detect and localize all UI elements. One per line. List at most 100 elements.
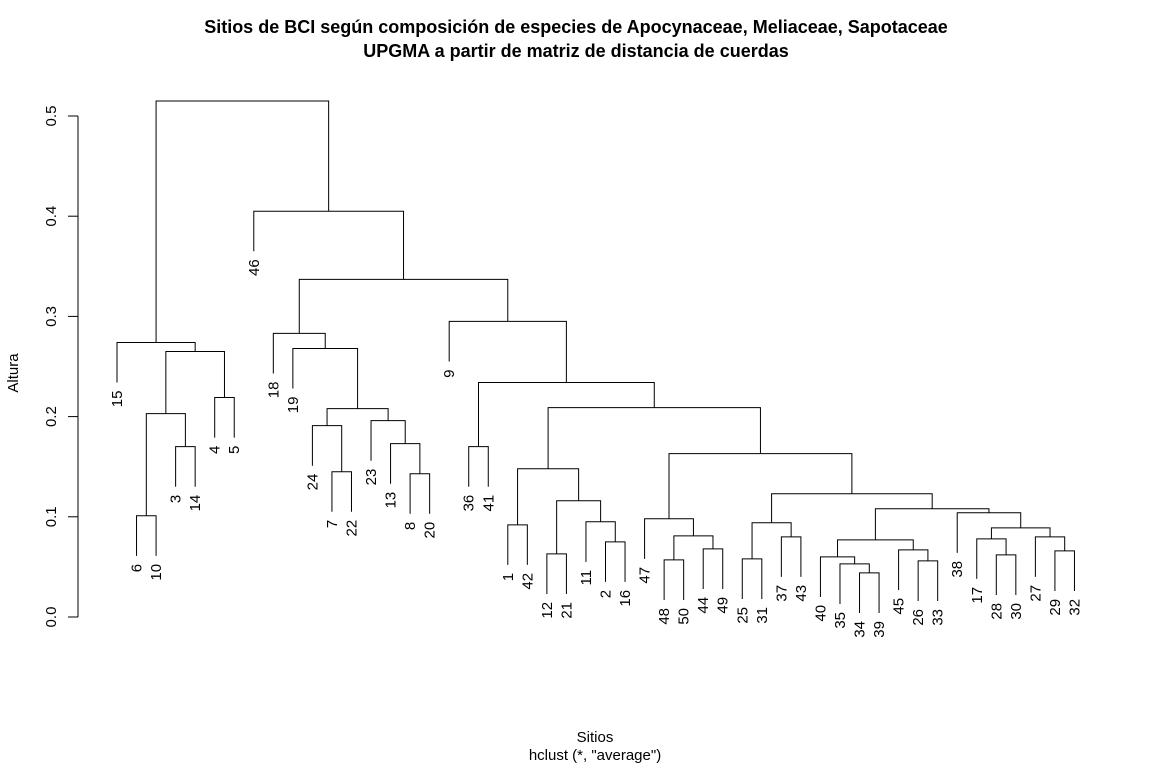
- leaf-label: 44: [695, 597, 712, 614]
- y-tick-label: 0.3: [43, 306, 60, 327]
- dendrogram-merge: [331, 471, 352, 512]
- leaf-label: 17: [969, 587, 986, 604]
- dendrogram-merge: [917, 560, 939, 601]
- leaf-label: 48: [656, 608, 673, 625]
- leaf-label: 36: [461, 495, 478, 512]
- dendrogram-merge: [874, 508, 990, 540]
- leaf-label: 1: [500, 573, 517, 581]
- chart-subtitle: UPGMA a partir de matriz de distancia de…: [363, 41, 789, 61]
- dendrogram-merge: [668, 453, 853, 519]
- leaf-label: 6: [129, 564, 146, 572]
- dendrogram-merge: [1054, 550, 1075, 591]
- dendrogram-merge: [409, 473, 431, 514]
- leaf-label: 46: [246, 259, 263, 276]
- leaf-label: 16: [617, 590, 634, 607]
- leaf-label: 29: [1047, 599, 1064, 616]
- x-axis-sublabel: hclust (*, "average"): [528, 747, 662, 764]
- dendrogram-merge: [326, 408, 389, 426]
- leaf-label: 2: [598, 590, 615, 598]
- dendrogram-merge: [741, 558, 763, 599]
- leaf-label: 47: [637, 567, 654, 584]
- y-tick-label: 0.4: [43, 206, 60, 227]
- leaf-label: 24: [304, 474, 321, 491]
- dendrogram-merge: [859, 572, 880, 613]
- leaf-label: 14: [187, 495, 204, 512]
- y-tick-label: 0.0: [43, 607, 60, 628]
- dendrogram-merge: [819, 556, 856, 597]
- leaf-label: 15: [109, 391, 126, 408]
- leaf-label: 21: [558, 602, 575, 619]
- leaf-label: 43: [793, 585, 810, 602]
- leaf-label: 18: [265, 382, 282, 399]
- leaf-label: 32: [1066, 599, 1083, 616]
- leaf-label: 9: [441, 369, 458, 377]
- leaf-label: 19: [285, 397, 302, 414]
- dendrogram-merge: [136, 515, 157, 556]
- dendrogram-merge: [995, 554, 1017, 595]
- y-tick-label: 0.1: [43, 506, 60, 527]
- leaf-label: 11: [578, 570, 595, 586]
- dendrogram-merge: [175, 446, 196, 487]
- dendrogram-merge: [898, 549, 929, 590]
- leaf-label: 20: [422, 522, 439, 539]
- leaf-label: 10: [148, 564, 165, 581]
- leaf-label: 45: [891, 598, 908, 615]
- dendrogram-merge: [155, 100, 330, 343]
- y-axis: 0.0 0.1 0.2 0.3 0.4 0.5: [43, 106, 79, 628]
- leaf-label: 13: [383, 492, 400, 509]
- dendrogram-merge: [976, 538, 1007, 579]
- leaf-label: 35: [832, 612, 849, 629]
- leaf-label: 5: [226, 446, 243, 454]
- dendrogram-merge: [517, 468, 580, 525]
- dendrogram-merge: [1034, 536, 1066, 577]
- leaf-label: 42: [519, 573, 536, 590]
- leaf-label: 41: [480, 495, 497, 512]
- dendrogram-merge: [165, 350, 225, 414]
- y-tick-label: 0.5: [43, 106, 60, 127]
- leaf-label: 4: [207, 446, 224, 454]
- dendrogram-merge: [448, 320, 567, 383]
- leaf-label: 25: [734, 607, 751, 624]
- dendrogram-merge: [311, 425, 343, 472]
- dendrogram-merge: [956, 512, 1022, 553]
- leaf-label: 33: [930, 609, 947, 626]
- dendrogram-merge: [253, 210, 405, 280]
- leaf-label: 40: [812, 605, 829, 622]
- leaf-label: 28: [988, 603, 1005, 620]
- leaf-label: 49: [715, 597, 732, 614]
- dendrogram-merge: [673, 535, 714, 560]
- leaf-label: 7: [324, 520, 341, 528]
- y-axis-label: Altura: [5, 353, 22, 393]
- leaf-label: 22: [343, 520, 360, 537]
- x-axis-label: Sitios: [576, 729, 614, 746]
- leaf-label: 39: [871, 621, 888, 638]
- dendrogram-merge: [837, 539, 914, 557]
- dendrogram-merge: [644, 518, 694, 559]
- dendrogram-merge: [292, 347, 359, 409]
- dendrogram-merge: [663, 559, 685, 600]
- dendrogram-merge: [547, 407, 761, 469]
- dendrogram-merge: [214, 397, 235, 438]
- dendrogram-merge: [272, 332, 326, 374]
- y-tick-label: 0.2: [43, 406, 60, 427]
- dendrogram-merge: [780, 536, 802, 577]
- leaf-label: 27: [1027, 585, 1044, 602]
- dendrogram-merge: [839, 563, 870, 604]
- dendrogram-branches: [116, 100, 1075, 613]
- dendrogram-merge: [116, 341, 196, 383]
- dendrogram-merge: [468, 446, 489, 487]
- leaf-label: 37: [773, 585, 790, 602]
- dendrogram-merge: [771, 493, 933, 523]
- leaf-label: 8: [402, 522, 419, 530]
- chart-title: Sitios de BCI según composición de espec…: [204, 17, 948, 37]
- dendrogram-merge: [370, 420, 406, 461]
- leaf-label: 3: [168, 495, 185, 503]
- leaf-label: 34: [852, 621, 869, 638]
- dendrogram-merge: [390, 443, 421, 484]
- leaf-label: 26: [910, 609, 927, 626]
- leaf-label: 30: [1008, 603, 1025, 620]
- dendrogram-merge: [605, 541, 626, 582]
- leaf-label: 31: [754, 607, 771, 624]
